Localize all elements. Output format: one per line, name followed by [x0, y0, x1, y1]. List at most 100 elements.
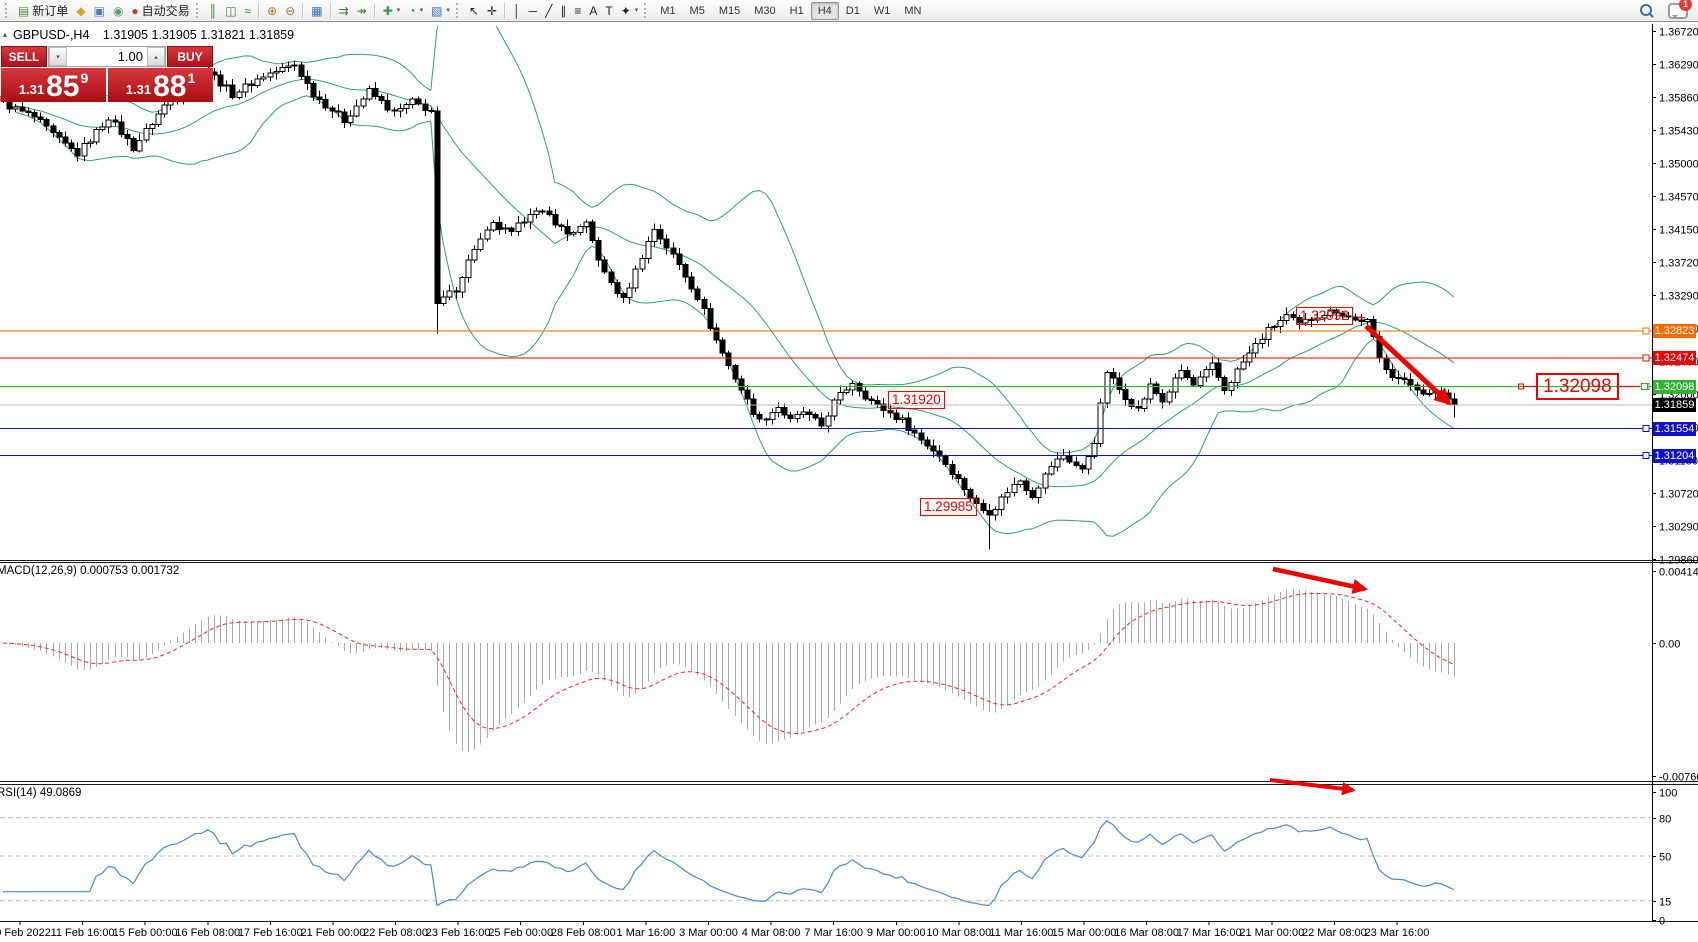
one-click-trading-panel: SELL ▾ 1.00 ▴ BUY 1.31 85 9 1.31 88 1 [1, 46, 213, 102]
ohlc-values: 1.31905 1.31905 1.31821 1.31859 [102, 28, 295, 42]
buy-price-display[interactable]: 1.31 88 1 [108, 68, 213, 102]
autotrade-icon-label: 自动交易 [141, 3, 190, 18]
chat-icon[interactable]: 1 [1668, 0, 1692, 19]
dropdown-caret-icon: ▾ [634, 7, 639, 14]
svg-text:1.35430: 1.35430 [1659, 126, 1698, 138]
market-watch-icon: ◆ [76, 3, 86, 18]
volume-input[interactable]: 1.00 [117, 49, 143, 64]
fibonacci-icon: ≡ [574, 3, 582, 18]
channel-icon[interactable]: ∥ [556, 4, 570, 18]
tf-button-h1[interactable]: H1 [789, 4, 804, 17]
period-icon[interactable]: ◔ ▾ [404, 4, 427, 18]
chart-shift-icon: ↠ [356, 3, 367, 18]
tf-button-w1[interactable]: W1 [873, 4, 891, 17]
new-order-icon[interactable]: ▤ 新订单 [14, 4, 72, 18]
auto-scroll-icon: ⇉ [338, 3, 349, 18]
zoom-in-icon: ⊕ [267, 3, 278, 18]
svg-text:17 Feb 16:00: 17 Feb 16:00 [238, 927, 303, 939]
arrows-icon[interactable]: ✦ ▾ [617, 4, 643, 18]
svg-text:1.35860: 1.35860 [1659, 93, 1698, 105]
new-order-icon-label: 新订单 [32, 3, 69, 18]
caret-up-icon: ▴ [154, 53, 158, 61]
svg-text:15 Mar 00:00: 15 Mar 00:00 [1052, 927, 1117, 939]
volume-decrease-button[interactable]: ▾ [49, 47, 67, 66]
svg-text:50: 50 [1659, 852, 1671, 864]
trendline-icon[interactable]: ╱ [541, 4, 556, 18]
svg-text:15 Feb 00:00: 15 Feb 00:00 [113, 927, 178, 939]
svg-text:10 Feb 2022: 10 Feb 2022 [0, 927, 51, 939]
sell-button[interactable]: SELL [1, 46, 47, 67]
candlestick-icon[interactable]: ◫ [221, 4, 240, 18]
zoom-in-icon[interactable]: ⊕ [263, 4, 281, 18]
channel-icon: ∥ [560, 3, 567, 18]
line-chart-icon[interactable]: ≈ [241, 4, 256, 18]
tile-windows-icon[interactable]: ▦ [307, 4, 326, 18]
annotation-mid-level[interactable]: 1.31920 [888, 391, 945, 409]
buy-button[interactable]: BUY [167, 46, 213, 67]
vline-icon[interactable]: │ [509, 4, 525, 18]
chart-shift-icon[interactable]: ↠ [353, 4, 371, 18]
hline-icon[interactable]: ─ [525, 4, 542, 18]
tf-button-mn[interactable]: MN [904, 4, 922, 17]
signals-icon: ◉ [112, 3, 124, 18]
collapse-marker-icon[interactable]: ▴ [3, 30, 8, 39]
svg-text:3 Mar 00:00: 3 Mar 00:00 [679, 927, 738, 939]
price-tag-1.32474: 1.32474 [1653, 350, 1696, 365]
dropdown-caret-icon: ▾ [446, 7, 450, 14]
bar-chart-icon: ║ [208, 3, 218, 18]
label-icon[interactable]: T [601, 4, 616, 18]
toolbar-separator [504, 3, 507, 18]
toolbar-grip [195, 3, 201, 18]
line-chart-icon: ≈ [244, 3, 252, 18]
tf-button-m5[interactable]: M5 [689, 4, 705, 17]
svg-text:9 Mar 00:00: 9 Mar 00:00 [867, 927, 926, 939]
annotation-swing-low[interactable]: 1.29985 [920, 498, 977, 516]
price-tag-1.31554: 1.31554 [1653, 421, 1696, 436]
svg-text:7 Mar 16:00: 7 Mar 16:00 [804, 927, 863, 939]
svg-text:0: 0 [1659, 916, 1665, 928]
search-icon[interactable] [1640, 3, 1654, 18]
chart-title: GBPUSD-,H4 1.31905 1.31905 1.31821 1.318… [13, 28, 294, 42]
main-toolbar: ▤ 新订单 ◆ ▣ ◉ ● 自动交易 ║ ◫ ≈ ⊕ ⊖ ▦ ⇉ ↠ ✚ ▾ ◔ ▾ ▧ ▾ ↖ ✛ │ ─ ╱ ∥ ≡ A T ✦ ▾ M1… [0, 0, 1698, 22]
toolbar-grip [644, 3, 649, 18]
svg-text:15: 15 [1659, 897, 1671, 909]
market-watch-icon[interactable]: ◆ [72, 4, 89, 18]
cursor-icon[interactable]: ↖ [465, 4, 483, 18]
bar-chart-icon[interactable]: ║ [205, 4, 222, 18]
svg-text:16 Feb 08:00: 16 Feb 08:00 [175, 927, 240, 939]
navigator-icon[interactable]: ▣ [90, 4, 109, 18]
arrows-icon: ✦ [620, 3, 631, 18]
svg-text:1.36290: 1.36290 [1659, 60, 1698, 72]
svg-text:1.34150: 1.34150 [1659, 225, 1698, 237]
auto-scroll-icon[interactable]: ⇉ [335, 4, 353, 18]
fibonacci-icon[interactable]: ≡ [570, 4, 585, 18]
tf-button-h4[interactable]: H4 [810, 1, 839, 20]
text-icon[interactable]: A [585, 4, 601, 18]
zoom-out-icon[interactable]: ⊖ [281, 4, 299, 18]
signals-icon[interactable]: ◉ [109, 4, 127, 18]
add-indicator-icon[interactable]: ✚ ▾ [379, 4, 405, 18]
autotrade-icon[interactable]: ● 自动交易 [127, 4, 193, 18]
volume-increase-button[interactable]: ▴ [147, 47, 165, 66]
notification-badge: 1 [1679, 0, 1692, 11]
crosshair-icon[interactable]: ✛ [483, 4, 501, 18]
svg-text:80: 80 [1659, 814, 1671, 826]
annotation-current-level[interactable]: 1.32098 [1536, 373, 1619, 400]
svg-text:11 Mar 16:00: 11 Mar 16:00 [989, 927, 1053, 939]
tf-button-m15[interactable]: M15 [718, 4, 741, 17]
svg-text:1.29860: 1.29860 [1659, 555, 1698, 567]
tf-button-d1[interactable]: D1 [845, 4, 860, 17]
hline-icon: ─ [528, 3, 538, 18]
tf-button-m30[interactable]: M30 [754, 4, 776, 17]
rsi-label: RSI(14) 49.0869 [0, 787, 82, 799]
template-icon[interactable]: ▧ ▾ [427, 4, 454, 18]
sell-price-display[interactable]: 1.31 85 9 [1, 68, 106, 102]
tf-button-m1[interactable]: M1 [660, 4, 676, 17]
timeframe-switcher: M1 M5 M15 M30 H1 H4 D1 W1 MN [653, 1, 928, 20]
volume-stepper: ▾ 1.00 ▴ [48, 46, 166, 67]
annotation-swing-high[interactable]: 1.32992 [1296, 307, 1353, 325]
svg-text:1.36720: 1.36720 [1659, 27, 1698, 39]
svg-text:10 Mar 08:00: 10 Mar 08:00 [926, 927, 991, 939]
